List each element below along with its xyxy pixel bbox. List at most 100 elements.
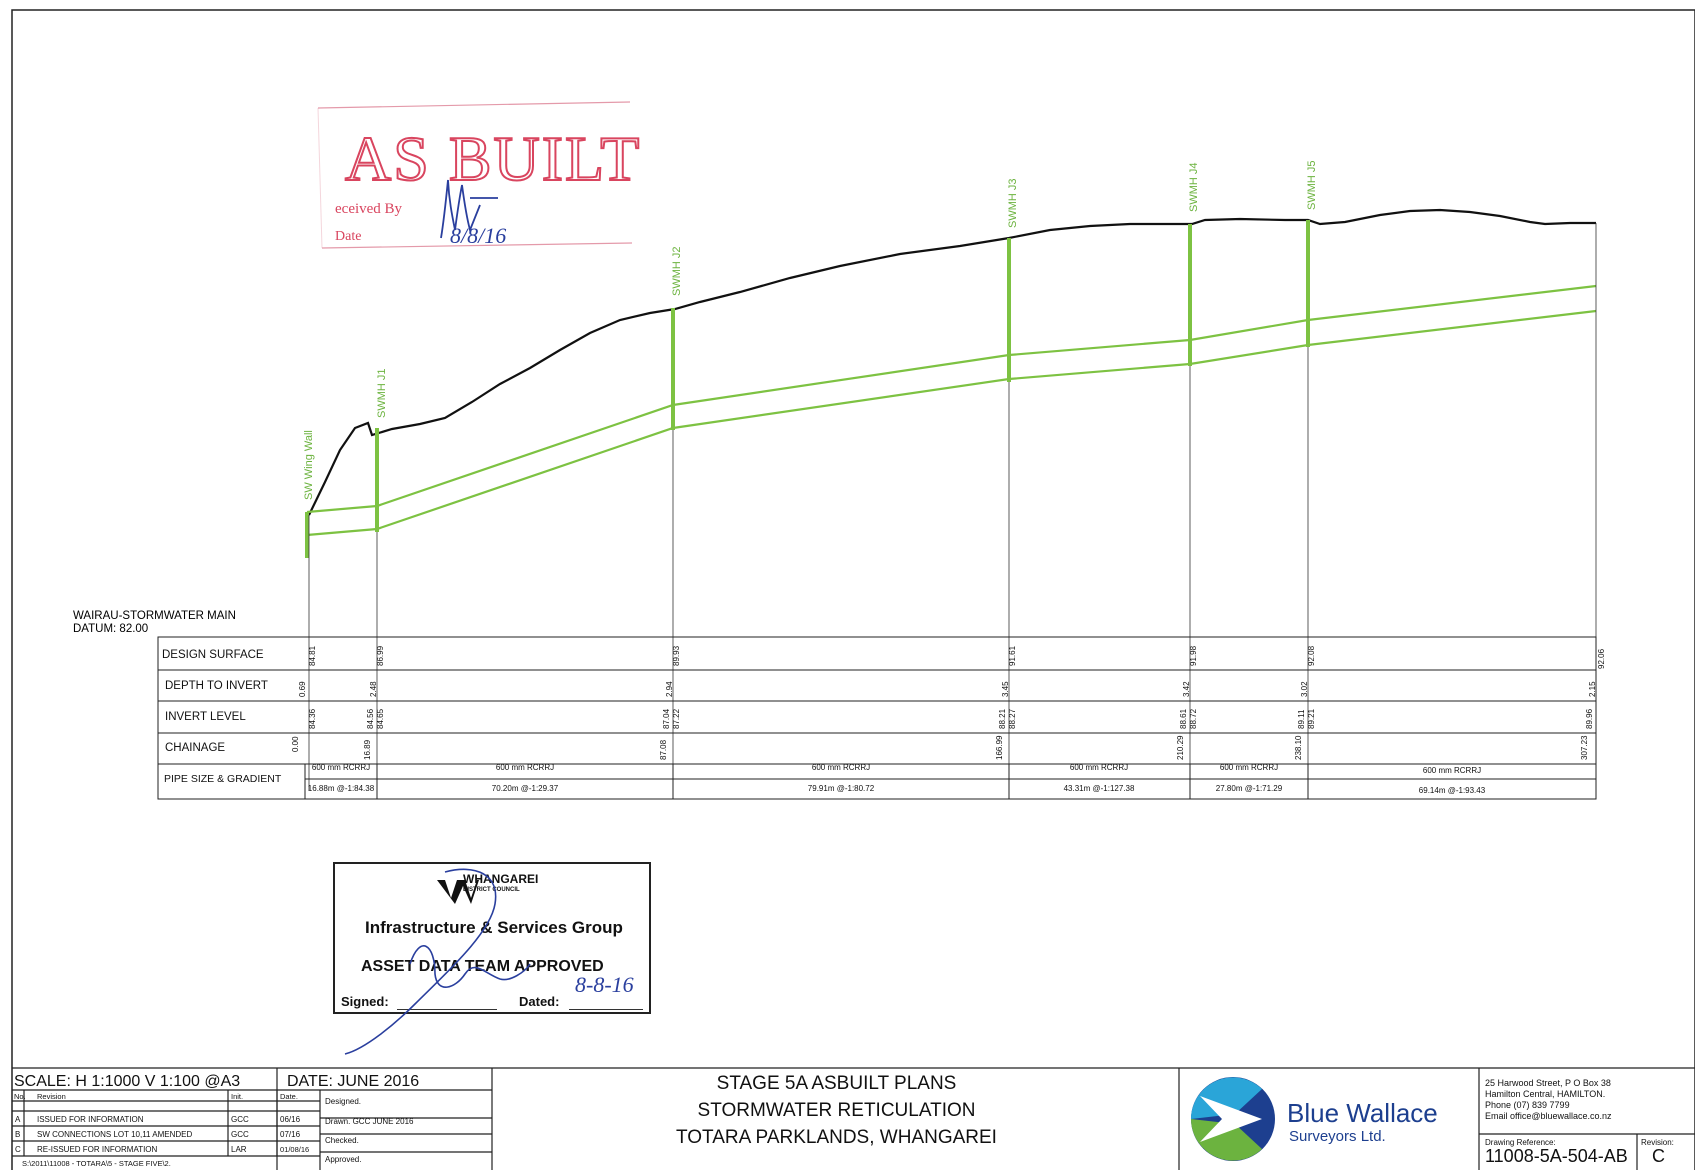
table-row-labels: DESIGN SURFACE DEPTH TO INVERT INVERT LE… [162,649,282,785]
structure-labels: SW Wing Wall SWMH J1 SWMH J2 SWMH J3 SWM… [303,161,1318,501]
rev-a-text: ISSUED FOR INFORMATION [37,1115,144,1124]
approved-field: Approved. [325,1155,361,1164]
inv-4b: 88.72 [1189,708,1198,729]
revision-label: Revision: [1641,1138,1674,1147]
depth-6: 2.15 [1588,681,1597,697]
ch-6: 307.23 [1580,735,1589,760]
pipe-invert-line [306,309,1597,537]
council-org-sub: DISTRICT COUNCIL [463,887,520,893]
depth-4: 3.42 [1182,681,1191,697]
stamp-date-label: Date [335,229,361,244]
inv-1b: 84.65 [376,708,385,729]
checked-field: Checked. [325,1136,359,1145]
council-logo-icon [437,880,479,904]
ch-2: 87.08 [659,739,668,760]
title-line-1: STAGE 5A ASBUILT PLANS [716,1073,957,1094]
label-swmh-j1: SWMH J1 [376,369,388,419]
file-path: S:\2011\11008 - TOTARA\5 - STAGE FIVE\2. [22,1159,171,1168]
pipe-size-1: 600 mm RCRRJ [496,763,554,772]
ch-1: 16.89 [363,739,372,760]
row-pipe-size-gradient: PIPE SIZE & GRADIENT [164,773,282,785]
inv-3b: 88.27 [1008,708,1017,729]
stamp-date-value: 8/8/16 [450,223,506,248]
title-block-text: SCALE: H 1:1000 V 1:100 @A3 DATE: JUNE 2… [14,1073,419,1168]
depth-0: 0.69 [298,681,307,697]
pipe-lines [306,284,1597,537]
company-name: Blue Wallace [1287,1098,1438,1128]
rev-c-no: C [15,1145,21,1154]
approval-team: ASSET DATA TEAM APPROVED [361,958,604,975]
approval-group: Infrastructure & Services Group [365,918,623,937]
row-design-surface: DESIGN SURFACE [162,649,264,661]
inv-1a: 84.56 [366,708,375,729]
pipe-labels: 600 mm RCRRJ 16.88m @-1:84.38 600 mm RCR… [308,763,1486,795]
rev-header-date: Date. [280,1092,298,1101]
inv-5b: 89.21 [1307,708,1316,729]
rev-b-text: SW CONNECTIONS LOT 10,11 AMENDED [37,1130,193,1139]
pipe-grad-0: 16.88m @-1:84.38 [308,784,375,793]
label-swmh-j3: SWMH J3 [1007,179,1019,229]
pipe-obvert-line [306,284,1597,514]
revision-value: C [1652,1146,1665,1166]
pipe-grad-1: 70.20m @-1:29.37 [492,784,559,793]
ds-4: 91.98 [1189,645,1198,666]
depth-5: 3.02 [1300,681,1309,697]
date-text: DATE: JUNE 2016 [287,1073,419,1090]
label-swmh-j4: SWMH J4 [1188,163,1200,213]
table-values: 84.81 86.99 89.93 91.61 91.98 92.08 92.0… [291,645,1606,760]
pipe-size-5: 600 mm RCRRJ [1423,766,1481,775]
main-name: WAIRAU-STORMWATER MAIN [73,610,236,622]
pipe-grad-5: 69.14m @-1:93.43 [1419,786,1486,795]
drawing-ref: 11008-5A-504-AB [1485,1146,1628,1166]
drawing-ref-label: Drawing Reference: [1485,1138,1556,1147]
ds-6: 92.06 [1597,648,1606,669]
rev-b-date: 07/16 [280,1130,301,1139]
inv-2b: 87.22 [672,708,681,729]
inv-5a: 89.11 [1297,709,1306,729]
title-line-2: STORMWATER RETICULATION [697,1100,976,1121]
address-line-1: 25 Harwood Street, P O Box 38 [1485,1078,1611,1088]
ds-5: 92.08 [1307,645,1316,666]
depth-2: 2.94 [665,681,674,697]
inv-2a: 87.04 [662,708,671,729]
ground-profile-line [308,208,1596,516]
pipe-size-0: 600 mm RCRRJ [312,763,370,772]
inv-3a: 88.21 [998,708,1007,729]
rev-c-text: RE-ISSUED FOR INFORMATION [37,1145,158,1154]
rev-b-no: B [15,1130,20,1139]
depth-1: 2.48 [369,681,378,697]
ds-1: 86.99 [376,645,385,666]
row-depth-to-invert: DEPTH TO INVERT [165,680,268,692]
depth-3: 3.45 [1001,681,1010,697]
chainage-leader-lines [308,223,1597,790]
rev-header-init: Init. [231,1092,243,1101]
approval-signature [344,868,531,1055]
inv-0a: 84.36 [308,708,317,729]
rev-a-date: 06/16 [280,1115,301,1124]
as-built-stamp: AS BUILT eceived By Date 8/8/16 [317,101,641,249]
ch-0: 0.00 [291,736,300,752]
scale-text: SCALE: H 1:1000 V 1:100 @A3 [14,1073,240,1090]
rev-c-init: LAR [231,1145,247,1154]
profile-table [157,636,1597,800]
address-line-2: Hamilton Central, HAMILTON. [1485,1089,1606,1099]
address-line-3: Phone (07) 839 7799 [1485,1100,1570,1110]
rev-c-date: 01/08/16 [280,1145,309,1154]
title-block-frame [12,1067,1695,1170]
rev-a-init: GCC [231,1115,249,1124]
ch-3: 166.99 [995,735,1004,760]
stamp-title: AS BUILT [345,123,641,194]
rev-b-init: GCC [231,1130,249,1139]
ds-0: 84.81 [308,645,317,666]
stamp-signature [440,179,498,239]
council-org: WHANGAREI [463,872,539,886]
ch-4: 210.29 [1176,735,1185,760]
rev-header-no: No. [14,1092,26,1101]
row-chainage: CHAINAGE [165,742,225,754]
sheet-border [11,9,1695,1170]
manhole-markers [305,220,1310,558]
council-name: WHANGAREI DISTRICT COUNCIL [463,872,539,896]
pipe-grad-2: 79.91m @-1:80.72 [808,784,875,793]
designed-field: Designed. [325,1097,361,1106]
